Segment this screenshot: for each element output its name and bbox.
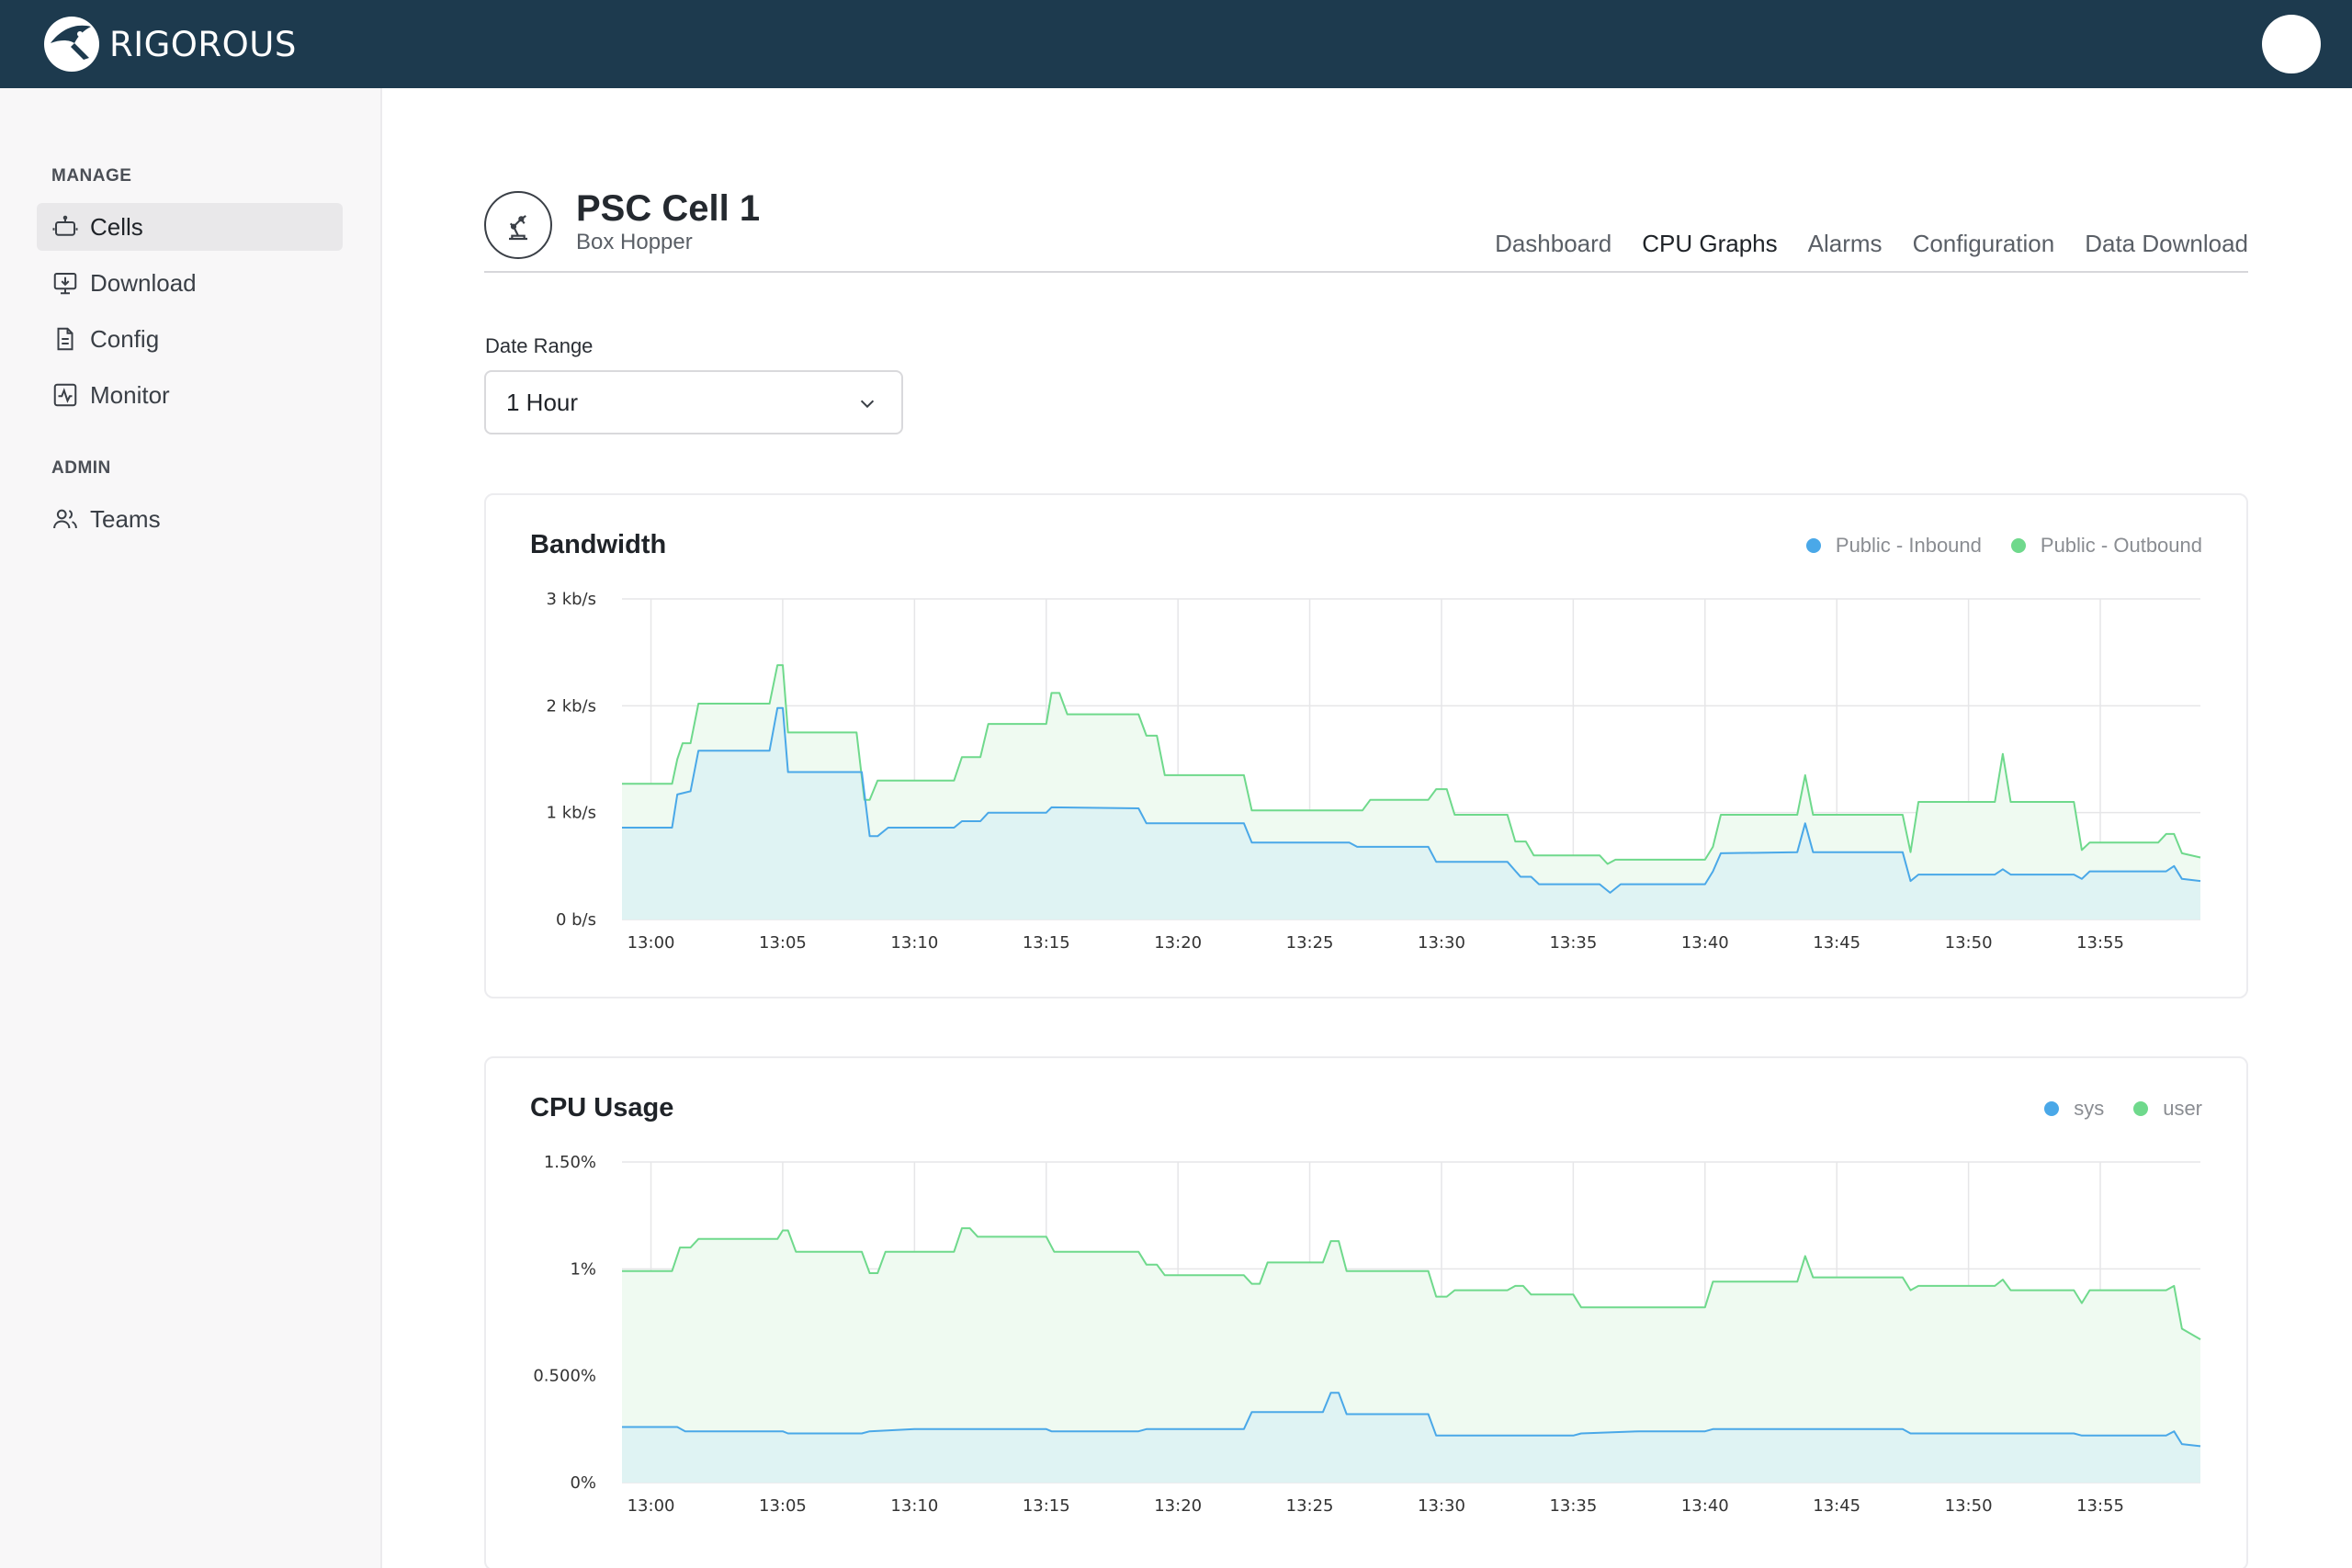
legend-label: Public - Inbound xyxy=(1835,534,1982,557)
series-area-sys xyxy=(622,1393,2200,1483)
x-tick-label: 13:20 xyxy=(1154,1496,1202,1516)
sidebar-item-config[interactable]: Config xyxy=(37,315,343,363)
legend-dot xyxy=(2133,1101,2149,1116)
chevron-down-icon xyxy=(860,400,875,409)
sidebar-item-download[interactable]: Download xyxy=(37,259,343,307)
y-tick-label: 0% xyxy=(570,1473,596,1493)
header-divider xyxy=(484,271,2248,273)
legend-item-outbound[interactable]: Public - Outbound xyxy=(2010,534,2202,558)
activity-icon xyxy=(53,383,77,407)
robot-icon xyxy=(52,215,78,236)
tab-dashboard[interactable]: Dashboard xyxy=(1495,230,1612,257)
sidebar-item-label: Cells xyxy=(90,212,143,241)
y-tick-label: 1.50% xyxy=(544,1153,596,1172)
x-tick-label: 13:05 xyxy=(759,933,807,953)
legend-label: Public - Outbound xyxy=(2040,534,2202,557)
y-tick-label: 0.500% xyxy=(533,1367,596,1386)
y-tick-label: 1 kb/s xyxy=(547,804,596,823)
x-tick-label: 13:15 xyxy=(1023,1496,1070,1516)
users-icon xyxy=(53,509,77,529)
page-title: PSC Cell 1 xyxy=(576,188,761,229)
chart-title: Bandwidth xyxy=(530,530,667,559)
x-tick-label: 13:35 xyxy=(1549,933,1597,953)
x-tick-label: 13:40 xyxy=(1681,933,1729,953)
top-bar: RIGOROUS xyxy=(0,0,2352,88)
tab-data-download[interactable]: Data Download xyxy=(2085,230,2248,257)
cpu-usage-chart: 0% 0.500% 1% 1.50% 13:00 13:05 13:10 13:15 13:20… xyxy=(533,1153,2201,1516)
x-tick-label: 13:45 xyxy=(1813,933,1860,953)
x-tick-label: 13:00 xyxy=(628,1496,675,1516)
date-range-value: 1 Hour xyxy=(506,388,579,416)
bandwidth-card: Bandwidth Public - Inbound Public - Outb… xyxy=(484,493,2248,998)
x-tick-label: 13:10 xyxy=(890,1496,938,1516)
bandwidth-chart: 0 b/s 1 kb/s 2 kb/s 3 kb/s 13:00 13:05 13:10 13… xyxy=(547,590,2201,953)
chart-title: CPU Usage xyxy=(530,1093,674,1122)
legend-label: sys xyxy=(2074,1097,2105,1120)
rigorous-logo-icon xyxy=(44,17,99,72)
page-subtitle: Box Hopper xyxy=(576,230,693,254)
series-line-public-outbound[interactable] xyxy=(622,664,2201,865)
sidebar-item-label: Download xyxy=(90,268,197,297)
date-range-select[interactable]: 1 Hour xyxy=(484,370,903,434)
brand-name: RIGOROUS xyxy=(109,24,297,64)
x-tick-label: 13:25 xyxy=(1286,1496,1334,1516)
series-line-public-inbound[interactable] xyxy=(622,706,2201,894)
y-tick-label: 3 kb/s xyxy=(547,590,596,609)
sidebar-item-cells[interactable]: Cells xyxy=(37,203,343,251)
sidebar-item-label: Teams xyxy=(90,504,161,533)
sidebar: MANAGE Cells Download Config Monitor ADM… xyxy=(0,88,382,1568)
legend-item-inbound[interactable]: Public - Inbound xyxy=(1805,534,1982,558)
x-tick-label: 13:50 xyxy=(1945,1496,1993,1516)
x-tick-label: 13:25 xyxy=(1286,933,1334,953)
sidebar-item-label: Config xyxy=(90,324,160,353)
sidebar-section-admin: ADMIN xyxy=(51,458,111,478)
date-range-label: Date Range xyxy=(485,334,594,357)
download-monitor-icon xyxy=(53,273,77,295)
series-line-sys[interactable] xyxy=(622,1392,2201,1448)
y-tick-label: 0 b/s xyxy=(556,910,596,930)
x-tick-label: 13:05 xyxy=(759,1496,807,1516)
sidebar-item-monitor[interactable]: Monitor xyxy=(37,371,343,419)
document-icon xyxy=(57,327,74,351)
x-tick-label: 13:55 xyxy=(2076,933,2124,953)
legend-dot xyxy=(2010,538,2026,553)
x-tick-label: 13:15 xyxy=(1023,933,1070,953)
x-tick-label: 13:35 xyxy=(1549,1496,1597,1516)
cell-avatar xyxy=(484,191,552,259)
y-tick-label: 2 kb/s xyxy=(547,696,596,716)
sidebar-item-teams[interactable]: Teams xyxy=(37,495,343,543)
legend-dot xyxy=(2044,1101,2060,1116)
tab-cpu-graphs[interactable]: CPU Graphs xyxy=(1642,230,1778,257)
chart-legend: Public - Inbound Public - Outbound xyxy=(1777,534,2202,558)
x-tick-label: 13:20 xyxy=(1154,933,1202,953)
legend-item-user[interactable]: user xyxy=(2133,1097,2202,1121)
series-area-user xyxy=(622,1228,2200,1483)
cpu-usage-card: CPU Usage sys user 0% 0.500% 1% 1.50% 13:00 1… xyxy=(484,1056,2248,1568)
x-tick-label: 13:30 xyxy=(1418,933,1465,953)
chart-legend: sys user xyxy=(2015,1097,2202,1121)
user-avatar[interactable] xyxy=(2262,15,2321,73)
sidebar-item-label: Monitor xyxy=(90,380,170,409)
sidebar-section-manage: MANAGE xyxy=(51,166,132,186)
x-tick-label: 13:00 xyxy=(628,933,675,953)
robot-arm-icon xyxy=(509,215,527,241)
x-tick-label: 13:10 xyxy=(890,933,938,953)
y-tick-label: 1% xyxy=(570,1259,596,1279)
legend-label: user xyxy=(2163,1097,2202,1120)
series-area-public-inbound xyxy=(622,707,2200,919)
x-tick-label: 13:45 xyxy=(1813,1496,1860,1516)
tab-alarms[interactable]: Alarms xyxy=(1807,230,1883,257)
x-tick-label: 13:50 xyxy=(1945,933,1993,953)
brand[interactable]: RIGOROUS xyxy=(43,16,297,73)
x-tick-label: 13:55 xyxy=(2076,1496,2124,1516)
series-line-user[interactable] xyxy=(622,1227,2201,1340)
tab-bar: Dashboard CPU Graphs Alarms Configuratio… xyxy=(1464,230,2248,258)
legend-item-sys[interactable]: sys xyxy=(2044,1097,2104,1121)
x-tick-label: 13:40 xyxy=(1681,1496,1729,1516)
tab-configuration[interactable]: Configuration xyxy=(1912,230,2055,257)
x-tick-label: 13:30 xyxy=(1418,1496,1465,1516)
legend-dot xyxy=(1805,538,1821,553)
